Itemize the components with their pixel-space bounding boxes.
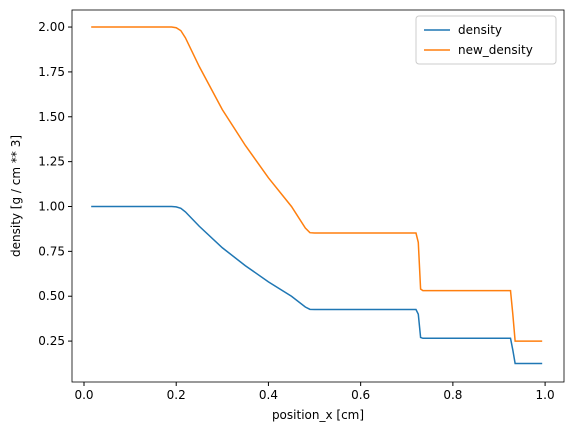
y-tick-label: 0.25	[38, 334, 65, 348]
x-tick-label: 0.6	[351, 388, 370, 402]
x-axis-label: position_x [cm]	[272, 408, 364, 422]
y-tick-label: 1.50	[38, 110, 65, 124]
x-tick-label: 0.4	[259, 388, 278, 402]
y-tick-label: 1.75	[38, 65, 65, 79]
y-tick-label: 1.25	[38, 155, 65, 169]
legend-box	[415, 15, 557, 65]
x-tick-label: 0.0	[74, 388, 93, 402]
x-tick-label: 1.0	[536, 388, 555, 402]
x-tick-label: 0.8	[443, 388, 462, 402]
x-tick-label: 0.2	[167, 388, 186, 402]
y-tick-label: 1.00	[38, 199, 65, 213]
data-line	[91, 26, 543, 342]
y-tick-label: 2.00	[38, 20, 65, 34]
y-tick-label: 0.50	[38, 289, 65, 303]
data-line	[91, 205, 543, 365]
legend-label: density	[458, 23, 502, 37]
axes-frame	[71, 9, 565, 383]
y-tick-label: 0.75	[38, 244, 65, 258]
legend-label: new_density	[458, 43, 533, 57]
y-axis-label: density [g / cm ** 3]	[9, 135, 23, 257]
